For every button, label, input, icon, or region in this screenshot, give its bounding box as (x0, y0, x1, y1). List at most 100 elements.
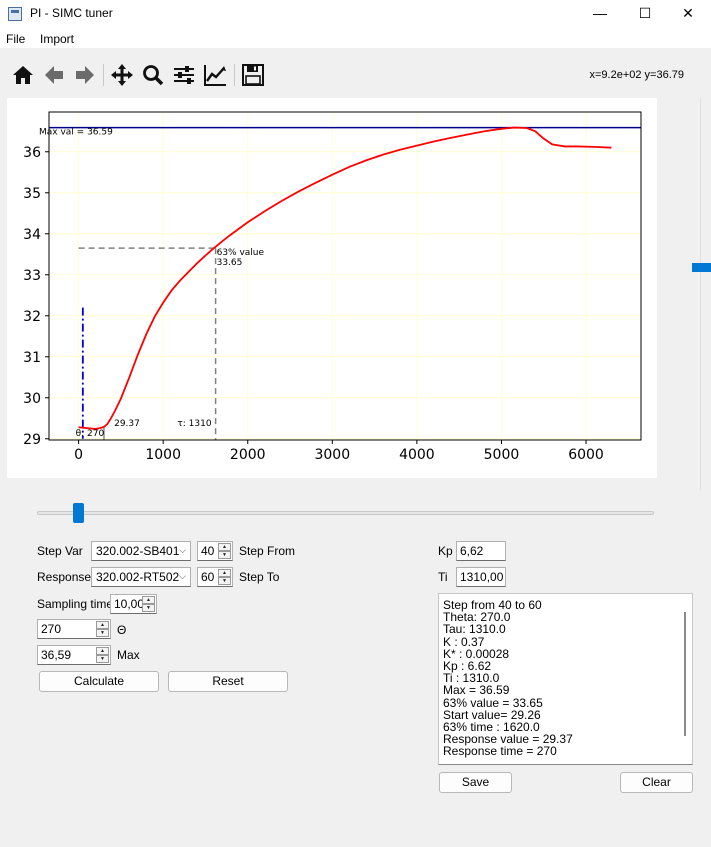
log-line: Theta: 270.0 (443, 610, 511, 625)
sampling-time-label: Sampling time (37, 597, 114, 611)
plot-frame (48, 111, 642, 441)
zoom-icon[interactable] (140, 62, 166, 88)
tau-annotation: τ: 1310 (177, 419, 211, 429)
spin-up-icon[interactable]: ▲ (218, 569, 231, 577)
response-label: Response (37, 570, 92, 584)
step-var-combo[interactable]: 320.002-SB401 ⌵ (91, 541, 191, 561)
menu-import[interactable]: Import (40, 32, 75, 46)
menu-file[interactable]: File (6, 32, 26, 46)
vertical-splitter-handle[interactable] (692, 263, 711, 272)
spin-down-icon[interactable]: ▼ (142, 604, 155, 612)
cursor-coordinates: x=9.2e+02 y=36.79 (589, 69, 685, 81)
spin-down-icon[interactable]: ▼ (96, 655, 109, 663)
x-tick-label: 4000 (399, 447, 435, 463)
back-icon[interactable] (41, 62, 67, 88)
step-from-label: Step From (239, 544, 296, 558)
forward-icon[interactable] (72, 62, 98, 88)
log-line: Start value= 29.26 (443, 707, 541, 722)
maximize-button[interactable]: ☐ (638, 5, 652, 21)
x-tick-label: 5000 (484, 447, 520, 463)
value63-title-annotation: 63% value (217, 248, 265, 258)
minimize-button[interactable]: — (593, 5, 607, 21)
max-label: Max (117, 648, 140, 662)
ti-label: Ti (438, 570, 448, 584)
step-to-value: 60 (201, 570, 215, 584)
theta-spinbox[interactable]: 270 ▲ ▼ (37, 619, 111, 639)
response-annotation: 29.37 (114, 419, 140, 429)
theta-label: Θ (117, 623, 127, 637)
log-line: Max = 36.59 (443, 683, 510, 698)
chevron-down-icon: ⌵ (179, 545, 186, 555)
spin-up-icon[interactable]: ▲ (96, 621, 109, 629)
step-var-label: Step Var (37, 544, 83, 558)
calculate-button[interactable]: Calculate (39, 671, 159, 692)
response-series-line (78, 126, 612, 430)
step-to-spinbox[interactable]: 60 ▲ ▼ (197, 567, 233, 587)
y-tick-label: 31 (23, 350, 41, 366)
log-scrollbar[interactable] (684, 612, 686, 736)
log-line: Tau: 1310.0 (443, 622, 506, 637)
plot-canvas[interactable]: 0 1000 2000 3000 4000 5000 6000 29 30 31 32 33 34 35 3… (7, 98, 657, 478)
sampling-time-value: 10,00 (114, 597, 145, 611)
y-tick-label: 30 (23, 391, 41, 407)
max-value: 36,59 (41, 648, 72, 662)
spin-down-icon[interactable]: ▼ (218, 577, 231, 585)
chevron-down-icon: ⌵ (179, 571, 186, 581)
log-line: Kp : 6.62 (443, 659, 492, 673)
plot-toolbar (0, 58, 700, 92)
y-tick-label: 36 (23, 145, 41, 161)
time-slider-handle[interactable] (73, 503, 84, 523)
response-value: 320.002-RT502 (96, 570, 180, 584)
log-line: K* : 0.00028 (443, 646, 510, 661)
theta-value: 270 (41, 622, 62, 636)
log-line: Response value = 29.37 (443, 732, 573, 747)
step-from-spinbox[interactable]: 40 ▲ ▼ (197, 541, 233, 561)
log-line: 63% value = 33.65 (443, 695, 543, 710)
log-line: Step from 40 to 60 (443, 598, 542, 612)
step-from-value: 40 (201, 544, 215, 558)
spin-down-icon[interactable]: ▼ (218, 551, 231, 559)
log-line: Response time = 270 (443, 744, 557, 759)
app-icon (8, 7, 22, 21)
edit-axis-icon[interactable] (202, 62, 228, 88)
x-tick-label: 0 (74, 447, 83, 463)
spin-up-icon[interactable]: ▲ (142, 596, 155, 604)
x-tick-label: 6000 (568, 447, 604, 463)
time-slider-track[interactable] (37, 511, 654, 515)
save-figure-icon[interactable] (240, 62, 266, 88)
reset-button[interactable]: Reset (168, 671, 288, 692)
toolbar-separator (234, 64, 235, 86)
x-tick-label: 3000 (314, 447, 350, 463)
y-tick-label: 34 (23, 227, 41, 243)
configure-subplots-icon[interactable] (171, 62, 197, 88)
spin-up-icon[interactable]: ▲ (96, 647, 109, 655)
window-title: PI - SIMC tuner (30, 6, 113, 20)
x-tick-label: 1000 (145, 447, 181, 463)
home-icon[interactable] (10, 62, 36, 88)
y-tick-label: 33 (23, 268, 41, 284)
results-log[interactable]: Step from 40 to 60 Theta: 270.0 Tau: 1310.… (438, 593, 693, 765)
splitter-line (700, 98, 701, 490)
value63-annotation: 33.65 (217, 258, 243, 268)
sampling-time-spinbox[interactable]: 10,00 ▲ ▼ (110, 594, 157, 614)
title-bar: PI - SIMC tuner — ☐ ✕ (0, 0, 711, 28)
y-tick-label: 29 (23, 432, 41, 448)
log-line: 63% time : 1620.0 (443, 720, 540, 734)
log-line: K : 0.37 (443, 634, 485, 649)
close-button[interactable]: ✕ (682, 5, 694, 21)
pan-icon[interactable] (109, 62, 135, 88)
response-combo[interactable]: 320.002-RT502 ⌵ (91, 567, 191, 587)
kp-label: Kp (438, 544, 453, 558)
spin-down-icon[interactable]: ▼ (96, 629, 109, 637)
clear-button[interactable]: Clear (620, 772, 693, 793)
toolbar-separator (103, 64, 104, 86)
spin-up-icon[interactable]: ▲ (218, 543, 231, 551)
theta-annotation: θ: 270 (76, 429, 105, 439)
step-var-value: 320.002-SB401 (96, 544, 180, 558)
save-button[interactable]: Save (439, 772, 512, 793)
max-spinbox[interactable]: 36,59 ▲ ▼ (37, 645, 111, 665)
kp-field[interactable]: 6,62 (456, 541, 506, 561)
log-line: Ti : 1310.0 (443, 671, 500, 686)
ti-field[interactable]: 1310,00 (456, 567, 506, 587)
y-tick-label: 32 (23, 309, 41, 325)
